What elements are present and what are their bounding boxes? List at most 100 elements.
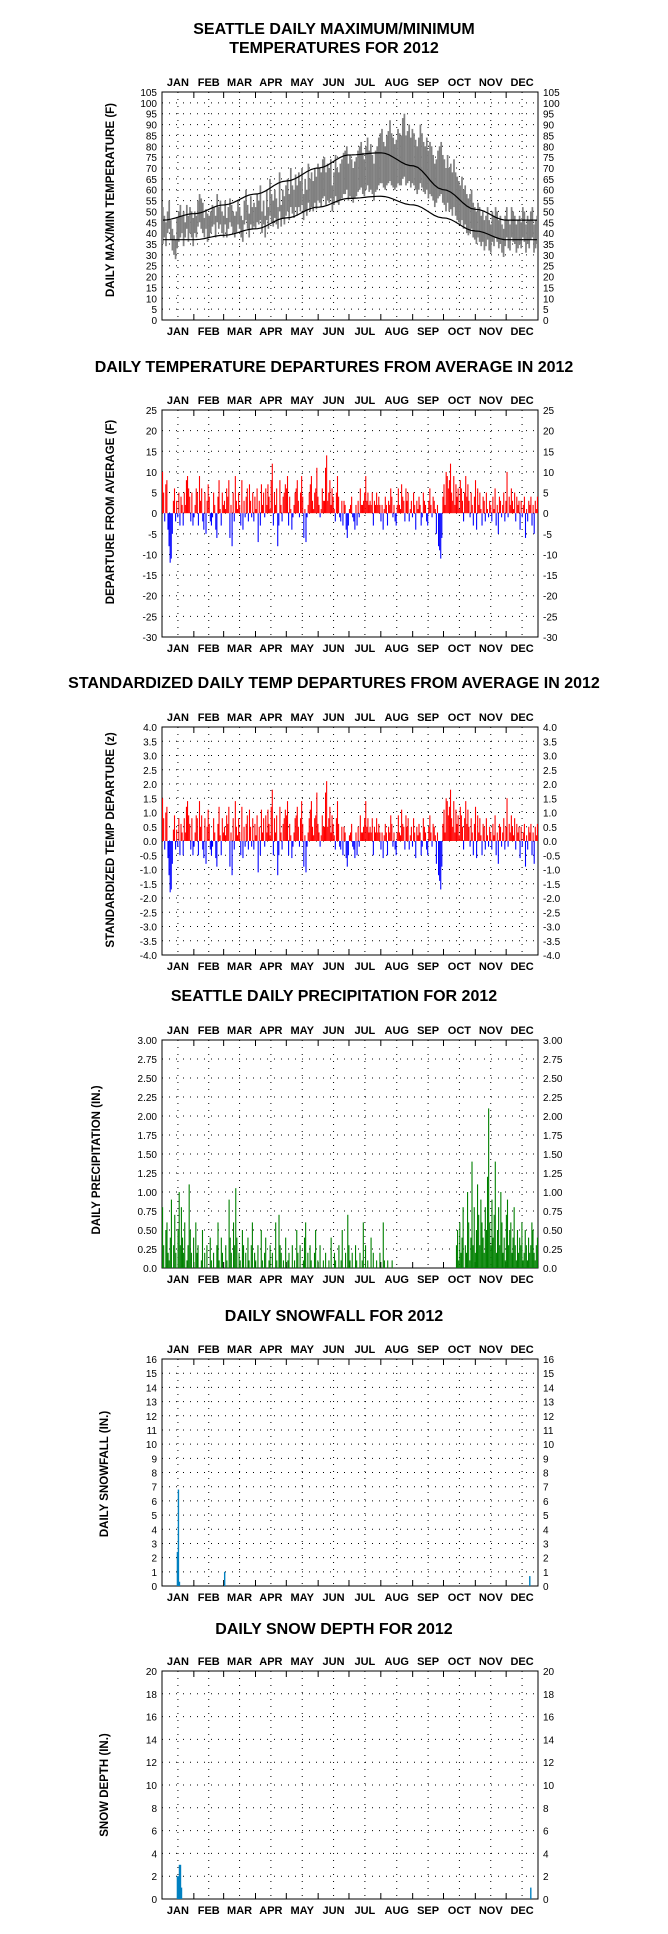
month-label-bottom: DEC xyxy=(510,643,533,655)
month-label-top: OCT xyxy=(448,1025,472,1037)
standardized-departure-chart: STANDARDIZED DAILY TEMP DEPARTURES FROM … xyxy=(68,675,600,973)
y-tick-label-right: 35 xyxy=(543,240,555,251)
y-tick-label-right: 16 xyxy=(543,1713,555,1724)
y-tick-label-right: 10 xyxy=(543,1440,555,1451)
y-tick-label-right: 0.0 xyxy=(543,837,557,848)
month-label-bottom: FEB xyxy=(198,326,220,338)
y-tick-label-left: 16 xyxy=(146,1355,158,1366)
y-tick-label-right: 55 xyxy=(543,197,555,208)
month-label-bottom: MAR xyxy=(227,961,252,973)
month-label-top: JUN xyxy=(323,712,345,724)
month-label-top: JAN xyxy=(167,1025,189,1037)
month-label-top: NOV xyxy=(479,1656,504,1668)
y-tick-label-left: 2.25 xyxy=(138,1093,158,1104)
y-tick-label-left: 0.0 xyxy=(143,1264,157,1275)
month-label-bottom: NOV xyxy=(479,1592,504,1604)
y-tick-label-left: 1.50 xyxy=(138,1150,158,1161)
month-label-top: AUG xyxy=(385,395,409,407)
y-tick-label-right: 85 xyxy=(543,131,555,142)
month-label-bottom: JAN xyxy=(167,326,189,338)
month-label-bottom: MAY xyxy=(291,1274,315,1286)
month-label-bottom: JUL xyxy=(355,326,376,338)
month-label-bottom: MAY xyxy=(291,326,315,338)
y-tick-label-left: 2.75 xyxy=(138,1055,158,1066)
plot-frame xyxy=(161,1670,539,1900)
y-tick-label-left: 4 xyxy=(151,1849,157,1860)
month-label-top: SEP xyxy=(417,395,439,407)
y-axis-label: DAILY SNOWFALL (IN.) xyxy=(99,1411,111,1537)
y-tick-label-right: 1.75 xyxy=(543,1131,563,1142)
y-tick-label-left: 2.50 xyxy=(138,1074,158,1085)
plot-frame xyxy=(161,1039,539,1269)
month-label-top: JUL xyxy=(355,77,376,89)
month-label-bottom: AUG xyxy=(385,1274,409,1286)
month-label-bottom: FEB xyxy=(198,1592,220,1604)
y-tick-label-right: -10 xyxy=(543,550,558,561)
y-tick-label-left: 0.0 xyxy=(143,837,157,848)
chart-title: DAILY SNOW DEPTH FOR 2012 xyxy=(215,1621,452,1638)
y-tick-label-left: 2 xyxy=(151,1872,157,1883)
month-label-bottom: AUG xyxy=(385,961,409,973)
y-tick-label-right: 1.50 xyxy=(543,1150,563,1161)
y-tick-label-left: 5 xyxy=(151,305,157,316)
month-label-top: SEP xyxy=(417,77,439,89)
month-label-top: NOV xyxy=(479,395,504,407)
month-label-bottom: NOV xyxy=(479,326,504,338)
month-label-top: NOV xyxy=(479,77,504,89)
month-label-bottom: JUN xyxy=(323,326,345,338)
y-tick-label-left: -1.0 xyxy=(140,866,158,877)
y-tick-label-right: -4.0 xyxy=(543,951,561,962)
chart-title-line-2: TEMPERATURES FOR 2012 xyxy=(229,40,439,57)
y-tick-label-right: -25 xyxy=(543,612,558,623)
y-tick-label-right: 50 xyxy=(543,207,555,218)
month-label-top: OCT xyxy=(448,1344,472,1356)
month-label-bottom: JUL xyxy=(355,1274,376,1286)
y-tick-label-left: 25 xyxy=(146,406,158,417)
y-tick-label-right: 14 xyxy=(543,1735,555,1746)
y-tick-label-left: 75 xyxy=(146,153,158,164)
y-tick-label-right: 2.50 xyxy=(543,1074,563,1085)
y-tick-label-left: 13 xyxy=(146,1398,158,1409)
month-label-bottom: JAN xyxy=(167,961,189,973)
y-tick-label-left: 85 xyxy=(146,131,158,142)
y-tick-label-right: 1 xyxy=(543,1568,549,1579)
month-label-bottom: JUN xyxy=(323,1592,345,1604)
month-label-bottom: AUG xyxy=(385,643,409,655)
month-label-bottom: AUG xyxy=(385,1905,409,1917)
y-tick-label-left: -2.0 xyxy=(140,894,158,905)
y-tick-label-right: 0.0 xyxy=(543,1264,557,1275)
y-tick-label-left: 1.0 xyxy=(143,809,157,820)
y-tick-label-right: 3.0 xyxy=(543,752,557,763)
y-tick-label-right: 20 xyxy=(543,273,555,284)
y-tick-label-right: 2.00 xyxy=(543,1112,563,1123)
month-label-top: MAR xyxy=(227,712,252,724)
month-label-top: OCT xyxy=(448,1656,472,1668)
y-tick-label-left: 10 xyxy=(146,294,158,305)
month-label-top: MAY xyxy=(291,712,315,724)
y-tick-label-right: 0.5 xyxy=(543,823,557,834)
y-tick-label-right: 8 xyxy=(543,1804,549,1815)
month-label-top: MAY xyxy=(291,77,315,89)
y-tick-label-left: 10 xyxy=(146,468,158,479)
month-label-bottom: FEB xyxy=(198,1274,220,1286)
month-label-top: OCT xyxy=(448,77,472,89)
month-label-bottom: MAY xyxy=(291,643,315,655)
chart-title-line-1: SEATTLE DAILY MAXIMUM/MINIMUM xyxy=(193,21,474,38)
month-label-top: MAR xyxy=(227,1025,252,1037)
y-tick-label-right: 0.25 xyxy=(543,1245,563,1256)
y-tick-label-left: 0.50 xyxy=(138,1226,158,1237)
month-label-bottom: SEP xyxy=(417,1592,439,1604)
y-tick-label-left: -1.5 xyxy=(140,880,158,891)
month-label-bottom: AUG xyxy=(385,1592,409,1604)
month-label-top: MAY xyxy=(291,395,315,407)
y-tick-label-left: 1 xyxy=(151,1568,157,1579)
normal-max-temperature-line xyxy=(162,152,537,221)
month-label-bottom: OCT xyxy=(448,326,472,338)
snowfall-chart: DAILY SNOWFALL FOR 2012 DAILY SNOWFALL (… xyxy=(99,1308,555,1604)
month-label-bottom: DEC xyxy=(510,326,533,338)
month-label-top: DEC xyxy=(510,1344,533,1356)
y-tick-label-left: 0 xyxy=(151,1895,157,1906)
y-tick-label-right: 5 xyxy=(543,305,549,316)
y-tick-label-left: 65 xyxy=(146,175,158,186)
month-label-bottom: JUN xyxy=(323,643,345,655)
